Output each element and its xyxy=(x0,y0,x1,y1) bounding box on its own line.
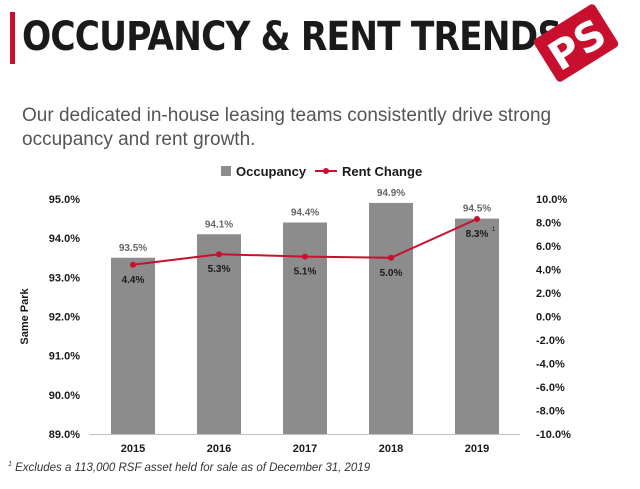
y-right-tick-label: 2.0% xyxy=(536,288,561,300)
bar-value-label: 94.9% xyxy=(377,188,405,199)
y-right-tick-label: 6.0% xyxy=(536,241,561,253)
title-accent-bar xyxy=(10,12,15,64)
bar-value-label: 94.1% xyxy=(205,219,233,230)
x-tick-label: 2017 xyxy=(293,443,317,455)
rent-change-label: 5.3% xyxy=(208,264,231,275)
x-tick-label: 2016 xyxy=(207,443,231,455)
y-right-tick-label: -2.0% xyxy=(536,335,565,347)
ps-logo: PS xyxy=(533,4,619,82)
y-left-tick-label: 92.0% xyxy=(49,312,80,324)
legend-label-rent-change: Rent Change xyxy=(342,164,422,179)
rent-change-point xyxy=(216,251,222,258)
rent-change-label: 4.4% xyxy=(122,275,145,286)
rent-change-label: 5.0% xyxy=(380,268,403,279)
rent-change-label: 5.1% xyxy=(294,267,317,278)
y-left-tick-label: 89.0% xyxy=(49,429,80,441)
y-right-tick-label: -4.0% xyxy=(536,359,565,371)
y-right-tick-label: 10.0% xyxy=(536,194,567,206)
legend-swatch-occupancy xyxy=(221,166,231,176)
y-axis-title: Same Park xyxy=(19,287,31,344)
rent-change-footnote-marker: 1 xyxy=(492,227,496,233)
y-left-tick-label: 93.0% xyxy=(49,272,80,284)
bar-occupancy xyxy=(111,257,155,434)
bar-occupancy xyxy=(455,218,499,434)
rent-change-point xyxy=(388,254,394,261)
y-right-tick-label: -6.0% xyxy=(536,382,565,394)
y-left-tick-label: 94.0% xyxy=(49,233,80,245)
rent-change-point xyxy=(474,215,480,222)
page-title: OCCUPANCY & RENT TRENDS xyxy=(22,14,562,60)
y-right-tick-label: -8.0% xyxy=(536,406,565,418)
x-tick-label: 2018 xyxy=(379,443,403,455)
y-right-tick-label: 4.0% xyxy=(536,265,561,277)
occupancy-rent-chart: Occupancy Rent Change 89.0% 90.0% 91.0% 92.0%… xyxy=(19,164,571,455)
rent-change-point xyxy=(130,261,136,268)
y-left-tick-label: 90.0% xyxy=(49,390,80,402)
rent-change-label: 8.3% xyxy=(466,229,489,240)
y-left-tick-label: 91.0% xyxy=(49,351,80,363)
y-right-tick-label: -10.0% xyxy=(536,429,571,441)
bar-occupancy xyxy=(369,202,413,434)
bar-value-label: 93.5% xyxy=(119,243,147,254)
x-tick-label: 2019 xyxy=(465,443,489,455)
bar-value-label: 94.5% xyxy=(463,204,491,215)
footnote: 1 Excludes a 113,000 RSF asset held for … xyxy=(8,461,370,474)
legend-label-occupancy: Occupancy xyxy=(236,164,307,179)
y-left-tick-label: 95.0% xyxy=(49,194,80,206)
bar-value-label: 94.4% xyxy=(291,208,319,219)
bar-occupancy xyxy=(197,234,241,434)
rent-change-point xyxy=(302,253,308,260)
page-subtitle: Our dedicated in-house leasing teams con… xyxy=(22,105,552,150)
footnote-text: Excludes a 113,000 RSF asset held for sa… xyxy=(15,461,371,474)
y-right-tick-label: 0.0% xyxy=(536,312,561,324)
footnote-marker: 1 xyxy=(8,461,12,468)
legend-marker-rent-change xyxy=(323,168,329,174)
x-tick-label: 2015 xyxy=(121,443,145,455)
y-right-tick-label: 8.0% xyxy=(536,218,561,230)
